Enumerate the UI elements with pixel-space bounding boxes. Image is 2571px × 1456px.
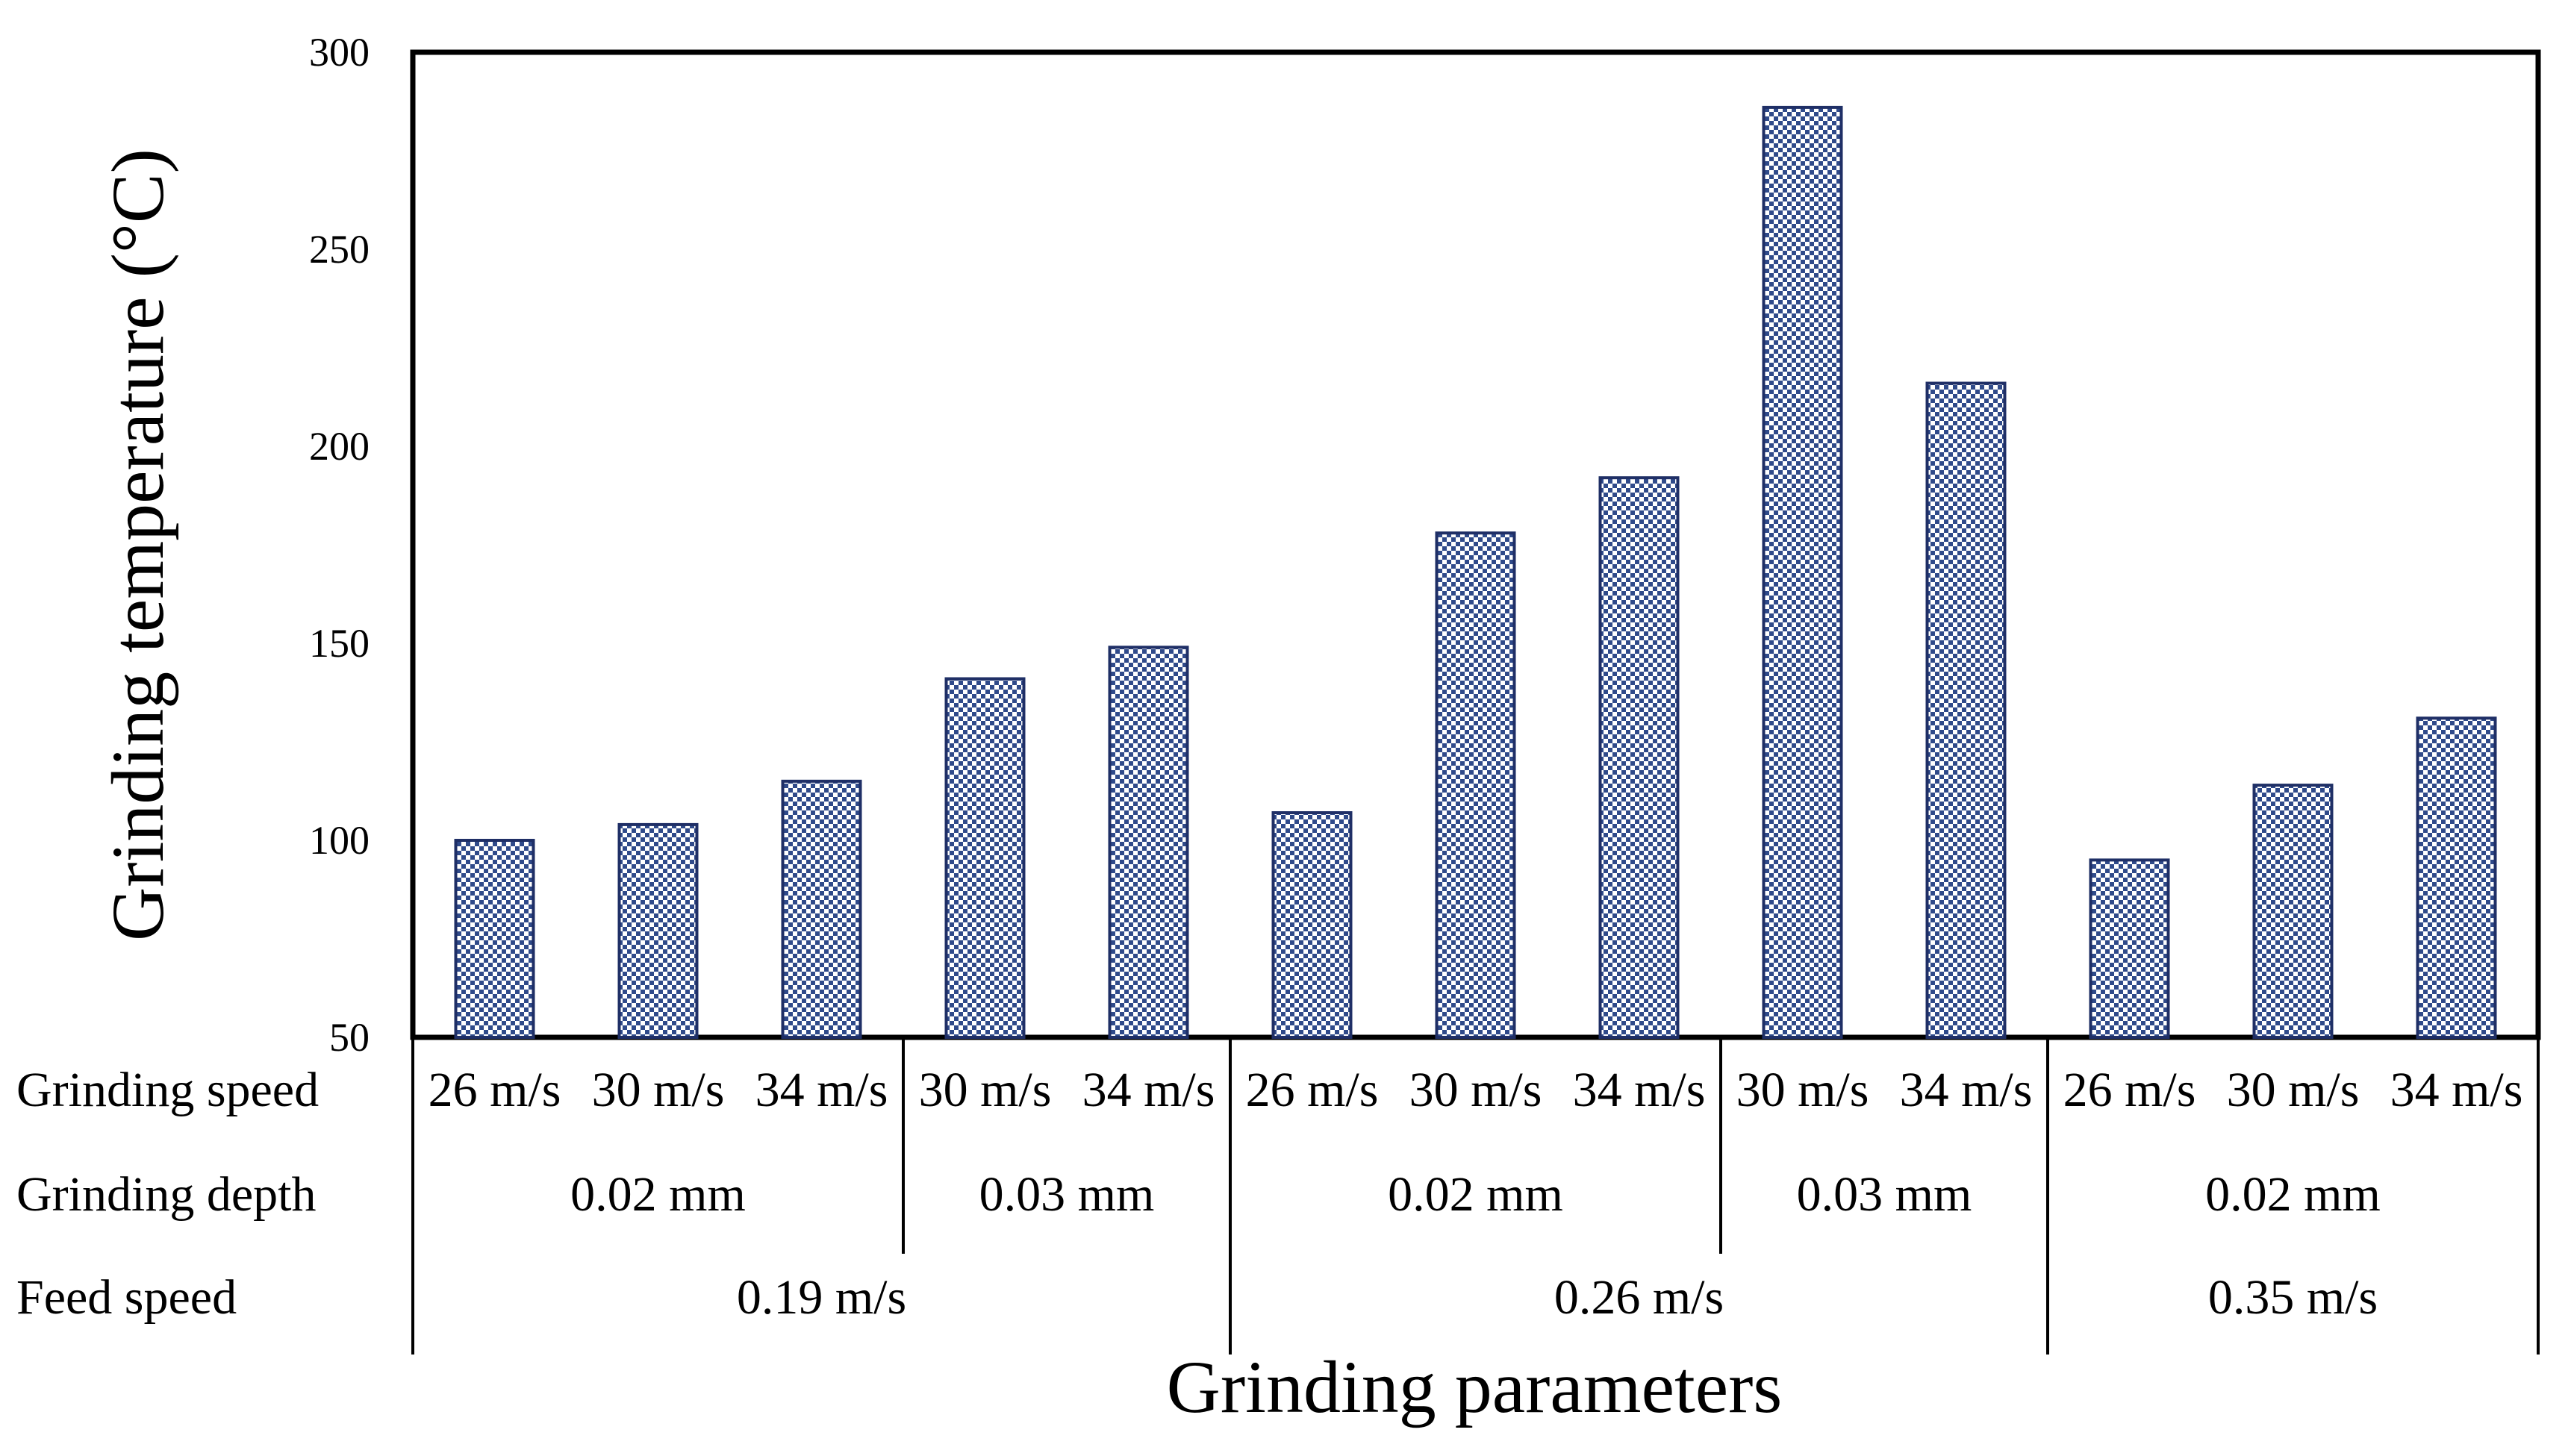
y-tick-label: 200 xyxy=(309,424,370,469)
y-axis: 50 100 150 200 250 300 xyxy=(309,30,370,1060)
row-label: Feed speed xyxy=(16,1270,237,1325)
bar xyxy=(1762,105,1843,1039)
y-tick-label: 150 xyxy=(309,621,370,666)
bar xyxy=(454,839,535,1039)
grinding-speed-label: 34 m/s xyxy=(1082,1063,1215,1117)
feed-speed-label: 0.26 m/s xyxy=(1554,1270,1724,1325)
bar xyxy=(781,779,862,1040)
grinding-speed-label: 30 m/s xyxy=(1409,1063,1542,1117)
row-label: Grinding depth xyxy=(16,1167,316,1222)
bar xyxy=(617,822,699,1040)
grinding-speed-label: 30 m/s xyxy=(2227,1063,2360,1117)
grinding-speed-label: 30 m/s xyxy=(592,1063,725,1117)
row-label: Grinding speed xyxy=(16,1063,319,1117)
grinding-speed-label: 34 m/s xyxy=(1573,1063,1706,1117)
grinding-speed-label: 34 m/s xyxy=(1900,1063,2033,1117)
feed-speed-label: 0.19 m/s xyxy=(737,1270,906,1325)
bar xyxy=(1925,381,2007,1039)
y-tick-label: 250 xyxy=(309,227,370,272)
parameter-table: Grinding speed Grinding depth Feed speed 26… xyxy=(16,1037,2540,1355)
y-tick-label: 300 xyxy=(309,30,370,75)
bar xyxy=(2416,716,2497,1039)
grinding-speed-label: 34 m/s xyxy=(2390,1063,2523,1117)
bar xyxy=(1271,811,1353,1039)
bar xyxy=(2089,858,2170,1040)
bar xyxy=(2252,784,2334,1039)
bar xyxy=(1435,531,1516,1039)
grinding-depth-label: 0.02 mm xyxy=(1388,1167,1563,1222)
y-tick-label: 100 xyxy=(309,818,370,863)
x-axis-label: Grinding parameters xyxy=(1167,1346,1783,1428)
grinding-depth-label: 0.03 mm xyxy=(1797,1167,1972,1222)
grinding-depth-label: 0.02 mm xyxy=(2205,1167,2381,1222)
grinding-speed-label: 34 m/s xyxy=(755,1063,888,1117)
bar xyxy=(1598,476,1680,1039)
bar xyxy=(944,677,1026,1039)
bar xyxy=(1108,646,1189,1039)
grinding-depth-label: 0.02 mm xyxy=(570,1167,746,1222)
bars-group xyxy=(454,105,2497,1040)
grinding-speed-label: 30 m/s xyxy=(1736,1063,1869,1117)
grinding-speed-label: 30 m/s xyxy=(919,1063,1052,1117)
grinding-speed-label: 26 m/s xyxy=(2063,1063,2196,1117)
grinding-speed-label: 26 m/s xyxy=(428,1063,561,1117)
y-axis-label: Grinding temperature (°C) xyxy=(96,149,179,941)
feed-speed-label: 0.35 m/s xyxy=(2208,1270,2378,1325)
y-tick-label: 50 xyxy=(329,1015,370,1060)
grinding-depth-label: 0.03 mm xyxy=(979,1167,1155,1222)
grinding-speed-label: 26 m/s xyxy=(1246,1063,1379,1117)
